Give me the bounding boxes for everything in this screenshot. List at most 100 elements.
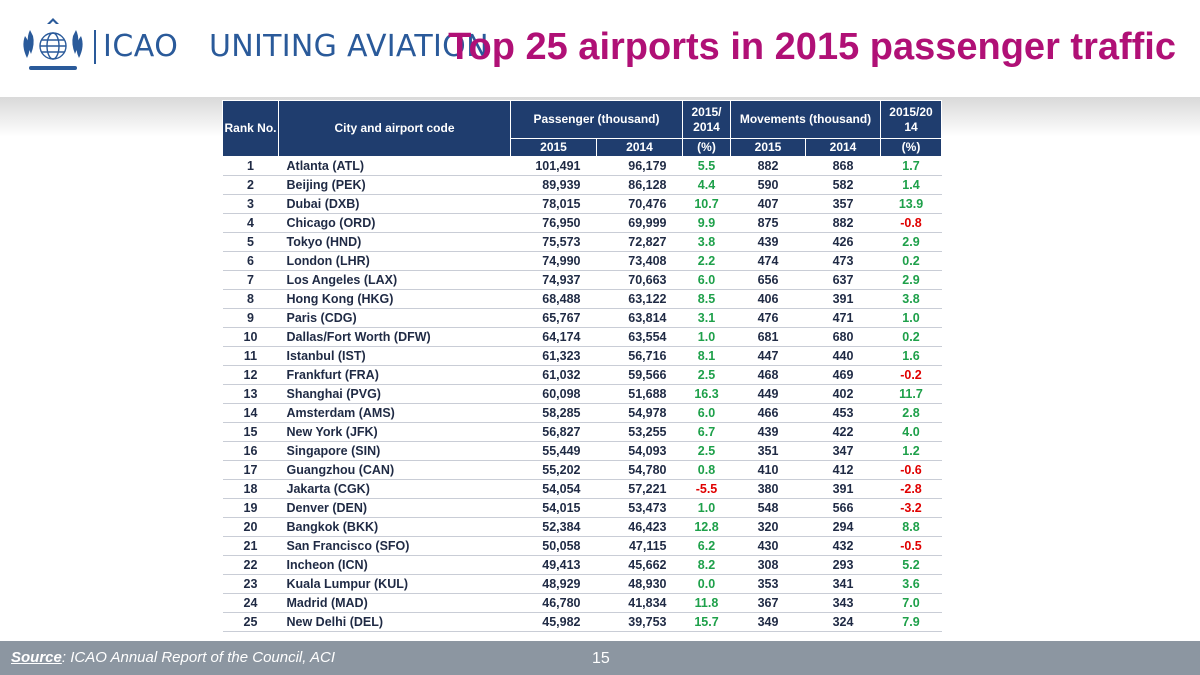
cell-pax-2014: 45,662 <box>596 555 683 575</box>
cell-city: Shanghai (PVG) <box>278 384 511 404</box>
cell-pax-2015: 50,058 <box>510 536 597 556</box>
table-row: 15 New York (JFK) 56,827 53,255 6.7 439 422 4.0 <box>222 422 942 442</box>
table-row: 5 Tokyo (HND) 75,573 72,827 3.8 439 426 2.9 <box>222 232 942 252</box>
cell-pax-2015: 55,449 <box>510 441 597 461</box>
cell-mov-2015: 590 <box>730 175 806 195</box>
cell-city: Amsterdam (AMS) <box>278 403 511 423</box>
cell-rank: 23 <box>222 574 279 594</box>
cell-pax-2014: 63,122 <box>596 289 683 309</box>
cell-city: Dubai (DXB) <box>278 194 511 214</box>
cell-rank: 11 <box>222 346 279 366</box>
cell-rank: 15 <box>222 422 279 442</box>
cell-pax-2014: 57,221 <box>596 479 683 499</box>
cell-rank: 18 <box>222 479 279 499</box>
cell-rank: 8 <box>222 289 279 309</box>
source-note: Source: ICAO Annual Report of the Counci… <box>11 649 335 666</box>
cell-mov-2014: 391 <box>805 479 881 499</box>
cell-mov-2014: 391 <box>805 289 881 309</box>
cell-pax-2015: 68,488 <box>510 289 597 309</box>
cell-mov-pct: 8.8 <box>880 517 942 537</box>
table-body: 1 Atlanta (ATL) 101,491 96,179 5.5 882 868 1.7 2… <box>222 156 942 632</box>
cell-mov-2015: 410 <box>730 460 806 480</box>
cell-mov-2014: 469 <box>805 365 881 385</box>
org-name: ICAO <box>103 29 179 64</box>
cell-pax-pct: 10.7 <box>682 194 731 214</box>
cell-city: Denver (DEN) <box>278 498 511 518</box>
un-emblem-icon <box>23 18 83 70</box>
cell-pax-2014: 96,179 <box>596 156 683 176</box>
table-row: 7 Los Angeles (LAX) 74,937 70,663 6.0 656 637 2… <box>222 270 942 290</box>
cell-pax-2015: 49,413 <box>510 555 597 575</box>
cell-mov-pct: 1.0 <box>880 308 942 328</box>
header-movements: Movements (thousand) <box>730 100 881 139</box>
cell-pax-pct: 3.1 <box>682 308 731 328</box>
header-mov-change: 2015/20 14 <box>880 100 942 139</box>
cell-pax-2014: 46,423 <box>596 517 683 537</box>
cell-mov-pct: 0.2 <box>880 251 942 271</box>
cell-pax-pct: 9.9 <box>682 213 731 233</box>
cell-pax-2015: 61,323 <box>510 346 597 366</box>
cell-mov-pct: 1.7 <box>880 156 942 176</box>
cell-pax-pct: 3.8 <box>682 232 731 252</box>
cell-mov-2015: 380 <box>730 479 806 499</box>
cell-rank: 12 <box>222 365 279 385</box>
cell-mov-2015: 367 <box>730 593 806 613</box>
cell-pax-2015: 48,929 <box>510 574 597 594</box>
cell-pax-2014: 56,716 <box>596 346 683 366</box>
cell-pax-2014: 39,753 <box>596 612 683 632</box>
table-row: 23 Kuala Lumpur (KUL) 48,929 48,930 0.0 353 34… <box>222 574 942 594</box>
cell-mov-2015: 466 <box>730 403 806 423</box>
cell-city: New York (JFK) <box>278 422 511 442</box>
cell-mov-2015: 349 <box>730 612 806 632</box>
cell-mov-2015: 449 <box>730 384 806 404</box>
cell-city: Dallas/Fort Worth (DFW) <box>278 327 511 347</box>
cell-pax-pct: 6.2 <box>682 536 731 556</box>
cell-mov-2014: 343 <box>805 593 881 613</box>
cell-pax-2015: 52,384 <box>510 517 597 537</box>
subheader-mov-2014: 2014 <box>805 138 881 157</box>
cell-mov-2014: 357 <box>805 194 881 214</box>
slide-footer: Source: ICAO Annual Report of the Counci… <box>0 641 1200 675</box>
cell-pax-2014: 51,688 <box>596 384 683 404</box>
source-text: : ICAO Annual Report of the Council, ACI <box>61 649 336 666</box>
cell-pax-2014: 48,930 <box>596 574 683 594</box>
cell-rank: 4 <box>222 213 279 233</box>
table-row: 3 Dubai (DXB) 78,015 70,476 10.7 407 357 13.9 <box>222 194 942 214</box>
cell-rank: 16 <box>222 441 279 461</box>
cell-mov-2015: 875 <box>730 213 806 233</box>
cell-mov-2015: 353 <box>730 574 806 594</box>
cell-mov-pct: 3.6 <box>880 574 942 594</box>
cell-mov-2014: 293 <box>805 555 881 575</box>
cell-mov-2014: 440 <box>805 346 881 366</box>
cell-pax-pct: 11.8 <box>682 593 731 613</box>
table-row: 4 Chicago (ORD) 76,950 69,999 9.9 875 882 -0.8 <box>222 213 942 233</box>
cell-city: Istanbul (IST) <box>278 346 511 366</box>
cell-pax-2015: 60,098 <box>510 384 597 404</box>
subheader-pax-2015: 2015 <box>510 138 597 157</box>
header-passenger: Passenger (thousand) <box>510 100 683 139</box>
cell-mov-2015: 406 <box>730 289 806 309</box>
cell-mov-pct: 0.2 <box>880 327 942 347</box>
subheader-mov-2015: 2015 <box>730 138 806 157</box>
cell-city: San Francisco (SFO) <box>278 536 511 556</box>
table-row: 9 Paris (CDG) 65,767 63,814 3.1 476 471 1.0 <box>222 308 942 328</box>
cell-mov-pct: 5.2 <box>880 555 942 575</box>
table-row: 10 Dallas/Fort Worth (DFW) 64,174 63,554 1.0… <box>222 327 942 347</box>
cell-pax-pct: 1.0 <box>682 327 731 347</box>
cell-pax-2014: 54,978 <box>596 403 683 423</box>
cell-city: Hong Kong (HKG) <box>278 289 511 309</box>
subheader-pax-pct: (%) <box>682 138 731 157</box>
table-row: 25 New Delhi (DEL) 45,982 39,753 15.7 349 324 7… <box>222 612 942 632</box>
cell-mov-2014: 402 <box>805 384 881 404</box>
cell-pax-2015: 54,015 <box>510 498 597 518</box>
cell-mov-2015: 320 <box>730 517 806 537</box>
table-row: 19 Denver (DEN) 54,015 53,473 1.0 548 566 -3.2 <box>222 498 942 518</box>
cell-city: Tokyo (HND) <box>278 232 511 252</box>
cell-pax-2014: 72,827 <box>596 232 683 252</box>
cell-rank: 24 <box>222 593 279 613</box>
cell-pax-pct: 0.8 <box>682 460 731 480</box>
cell-city: Jakarta (CGK) <box>278 479 511 499</box>
source-label: Source <box>11 649 62 666</box>
table-row: 24 Madrid (MAD) 46,780 41,834 11.8 367 343 7.0 <box>222 593 942 613</box>
cell-pax-2014: 47,115 <box>596 536 683 556</box>
